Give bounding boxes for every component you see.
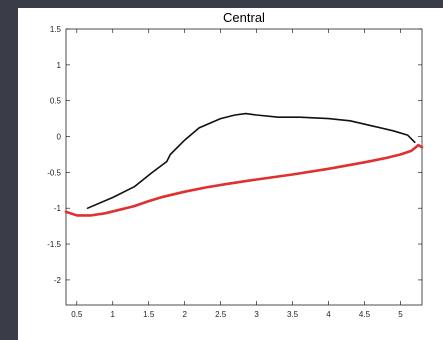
y-tick-label: 0 xyxy=(57,133,62,142)
x-tick-label: 1.5 xyxy=(143,310,155,319)
y-tick-label: -1.5 xyxy=(47,240,61,249)
series-line-1 xyxy=(86,112,416,209)
y-tick-label: 1 xyxy=(57,61,62,70)
x-tick-label: 1 xyxy=(111,310,116,319)
x-tick-label: 2.5 xyxy=(215,310,227,319)
y-tick-label: -0.5 xyxy=(47,168,61,177)
x-tick-label: 0.5 xyxy=(71,310,83,319)
line-chart: Central 0.5 1 1.5 2 2.5 3 3.5 4 4.5 5 1.5 1 0.5 0 -0.5 -… xyxy=(47,10,424,319)
plot-frame xyxy=(65,28,423,306)
x-tick-label: 2 xyxy=(182,310,187,319)
x-tick-label: 4.5 xyxy=(359,310,371,319)
y-tick-label: 0.5 xyxy=(50,97,62,106)
x-tick-label: 4 xyxy=(326,310,331,319)
figure-panel: Central 0.5 1 1.5 2 2.5 3 3.5 4 4.5 5 1.5 1 0.5 0 -0.5 -… xyxy=(18,8,443,340)
chart-title: Central xyxy=(223,10,265,25)
y-tick-label: 1.5 xyxy=(50,25,62,34)
y-tick-label: -1 xyxy=(54,204,62,213)
x-tick-label: 5 xyxy=(398,310,403,319)
x-tick-label: 3 xyxy=(254,310,259,319)
series-line-2 xyxy=(64,143,424,217)
y-tick-label: -2 xyxy=(54,276,62,285)
x-tick-label: 3.5 xyxy=(287,310,299,319)
